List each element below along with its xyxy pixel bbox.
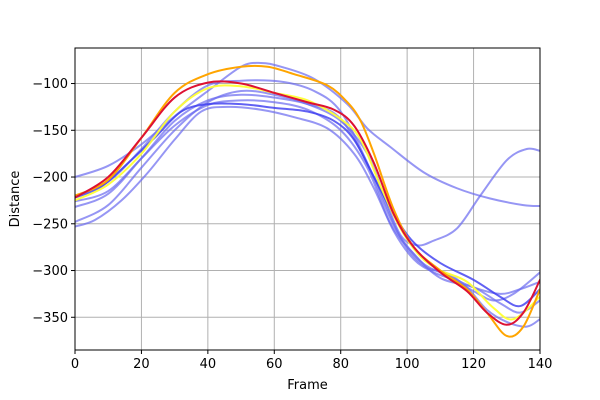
x-tick-label: 0 <box>71 357 79 372</box>
x-tick-label: 40 <box>200 357 217 372</box>
y-tick-label: −150 <box>32 124 68 139</box>
series-group <box>75 61 540 338</box>
y-tick-label: −350 <box>32 311 68 326</box>
y-tick-label: −250 <box>32 217 68 232</box>
x-tick-label: 120 <box>461 357 486 372</box>
x-tick-label: 80 <box>332 357 349 372</box>
axis-ticks: 0 20 40 60 80 100 120 140 −100 −150 −200 −250 −300 −3… <box>32 77 552 372</box>
x-tick-label: 140 <box>528 357 553 372</box>
x-tick-label: 100 <box>395 357 420 372</box>
y-tick-label: −300 <box>32 264 68 279</box>
series-line-2 <box>75 89 540 247</box>
series-line-10 <box>75 80 540 326</box>
plot-frame <box>74 47 541 351</box>
series-line-8 <box>75 84 540 321</box>
x-tick-label: 60 <box>266 357 283 372</box>
series-line-5 <box>75 99 540 314</box>
x-tick-label: 20 <box>133 357 150 372</box>
y-tick-label: −100 <box>32 77 68 92</box>
x-axis-label: Frame <box>287 378 328 393</box>
series-line-4 <box>75 105 540 302</box>
y-tick-label: −200 <box>32 171 68 186</box>
grid <box>74 48 541 350</box>
series-line-9 <box>75 64 540 338</box>
y-axis-label: Distance <box>8 171 23 228</box>
